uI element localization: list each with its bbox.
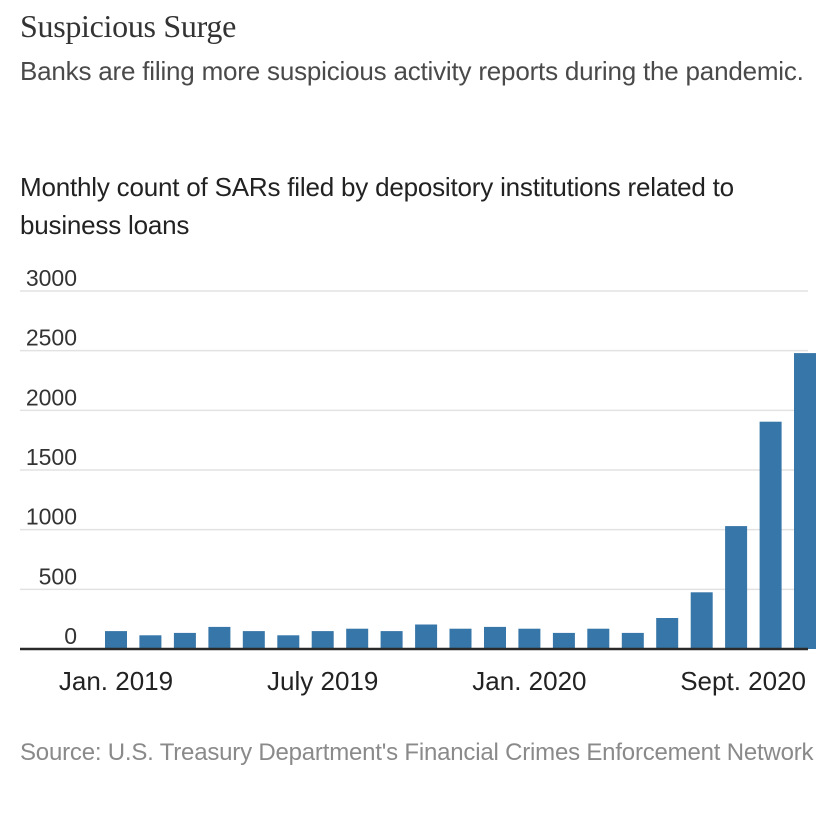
bar-chart: 0 500 1000 1500 2000 2500 3000 Jan. 2019 July 2… — [20, 265, 816, 696]
bar — [311, 631, 334, 649]
y-tick-label: 2500 — [26, 325, 77, 351]
bar — [173, 632, 196, 649]
y-axis-ticks: 0 500 1000 1500 2000 2500 3000 — [26, 265, 77, 649]
bar — [449, 628, 472, 649]
bar — [552, 632, 575, 649]
bar — [346, 628, 369, 649]
x-axis-labels: Jan. 2019 July 2019 Jan. 2020 Sept. 2020 — [59, 666, 806, 696]
y-tick-label: 2000 — [26, 384, 77, 410]
bar — [242, 631, 265, 649]
bar — [587, 628, 610, 649]
x-tick-label: Sept. 2020 — [680, 666, 806, 696]
bar — [690, 592, 713, 649]
y-tick-label: 3000 — [26, 265, 77, 291]
chart-subtitle: Banks are filing more suspicious activit… — [20, 56, 804, 86]
chart-title: Monthly count of SARs filed by depositor… — [20, 172, 734, 240]
chart-headline: Suspicious Surge — [20, 8, 236, 44]
bar — [277, 635, 300, 649]
y-tick-label: 1000 — [26, 504, 77, 530]
x-tick-label: Jan. 2019 — [59, 666, 173, 696]
bars — [105, 353, 816, 649]
bar — [484, 626, 506, 649]
gridlines — [20, 290, 808, 591]
y-tick-label: 0 — [64, 623, 77, 649]
bar — [208, 626, 231, 649]
x-tick-label: July 2019 — [267, 666, 378, 696]
bar — [725, 526, 748, 649]
bar — [105, 631, 127, 649]
bar — [518, 628, 541, 649]
bar — [621, 632, 644, 649]
bar — [656, 618, 679, 649]
y-tick-label: 500 — [39, 563, 77, 589]
bar — [415, 624, 438, 649]
bar — [139, 635, 162, 649]
bar — [380, 631, 403, 649]
source-note: Source: U.S. Treasury Department's Finan… — [20, 739, 814, 766]
x-tick-label: Jan. 2020 — [472, 666, 586, 696]
bar — [794, 353, 816, 649]
y-tick-label: 1500 — [26, 444, 77, 470]
bar — [759, 421, 782, 649]
